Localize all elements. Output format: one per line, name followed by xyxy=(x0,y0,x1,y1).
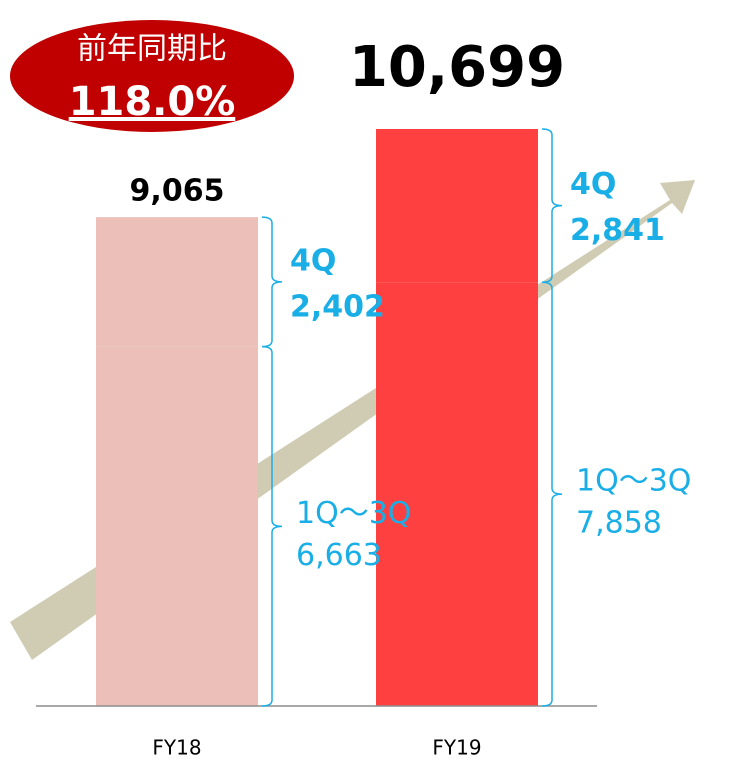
x-tick-label: FY19 xyxy=(432,736,481,760)
badge-value: 118.0% xyxy=(69,79,236,125)
bar-segment xyxy=(376,129,538,283)
segment-value-label: 2,841 xyxy=(570,213,665,248)
total-label: 10,699 xyxy=(349,35,565,100)
brace xyxy=(541,281,563,707)
labels: 1Q～3Q 6,663 4Q 2,402 9,065 FY18 1Q～3Q 7,858 4Q 2,… xyxy=(130,35,692,759)
segment-value-label: 2,402 xyxy=(290,289,385,324)
badge-title: 前年同期比 xyxy=(77,32,227,67)
bar-segment xyxy=(96,217,258,347)
brace xyxy=(261,345,283,707)
bar-segment xyxy=(376,282,538,706)
segment-name: 4Q xyxy=(570,167,616,202)
x-tick-label: FY18 xyxy=(152,736,201,760)
segment-name: 4Q xyxy=(290,243,336,278)
segment-value-label: 7,858 xyxy=(576,506,662,541)
segment-name: 1Q～3Q xyxy=(576,464,691,499)
bar-segment xyxy=(96,346,258,706)
brace xyxy=(261,216,283,348)
brace xyxy=(541,128,563,283)
segment-value-label: 6,663 xyxy=(296,538,382,573)
badge xyxy=(10,20,294,132)
total-label: 9,065 xyxy=(130,174,225,209)
segment-name: 1Q～3Q xyxy=(296,496,411,531)
bars xyxy=(96,129,538,706)
